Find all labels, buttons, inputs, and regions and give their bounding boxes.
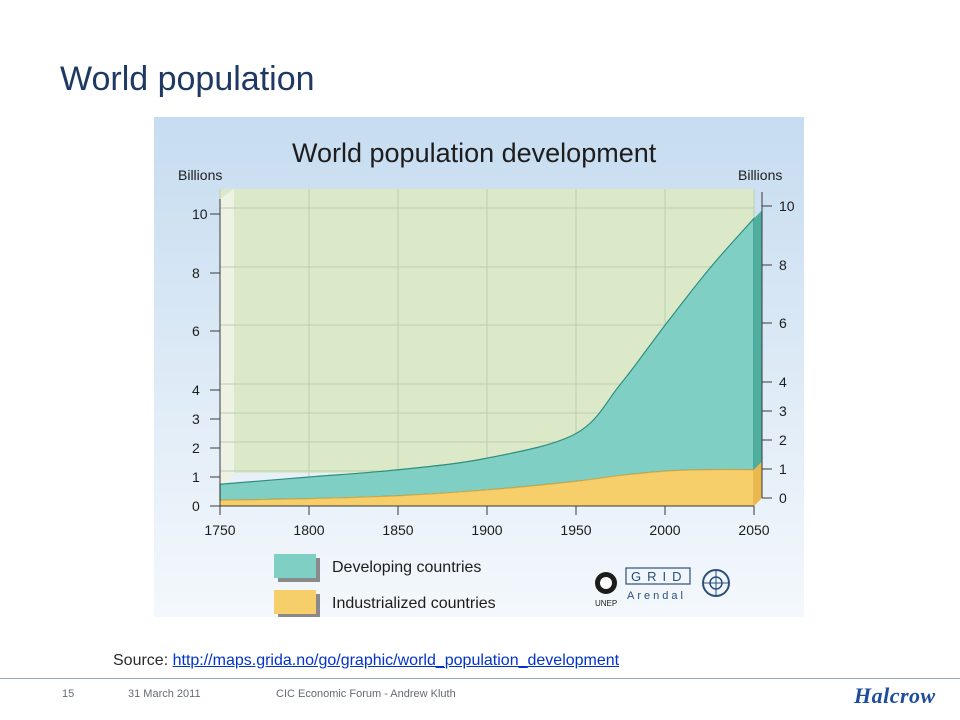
left-tick-label: 10 (192, 206, 208, 222)
left-tick-label: 0 (192, 498, 200, 514)
legend-swatch (274, 554, 316, 578)
population-chart-figure: 0 1 2 3 4 6 8 10 0 1 2 3 4 6 8 10 1750 1800 1850 1900 1950… (154, 117, 804, 617)
x-tick-label: 1900 (471, 522, 502, 538)
page-number: 15 (62, 688, 75, 700)
left-tick-label: 1 (192, 469, 200, 485)
right-tick-label: 4 (779, 374, 787, 390)
grid-label: GRID (631, 569, 688, 584)
industrialized-depth-face (754, 461, 762, 506)
left-tick-label: 8 (192, 265, 200, 281)
x-tick-label: 1750 (204, 522, 235, 538)
x-tick-label: 1850 (382, 522, 413, 538)
source-line: Source: http://maps.grida.no/go/graphic/… (113, 652, 619, 670)
x-axis: 1750 1800 1850 1900 1950 2000 2050 (204, 505, 770, 538)
legend: Developing countries Industrialized count… (274, 554, 496, 617)
developing-depth-face (754, 210, 762, 470)
x-tick-label: 1800 (293, 522, 324, 538)
legend-label: Industrialized countries (332, 595, 496, 612)
left-tick-label: 6 (192, 323, 200, 339)
source-prefix: Source: (113, 652, 173, 669)
halcrow-logo: Halcrow (854, 683, 936, 708)
chart-title: World population development (292, 138, 657, 168)
footer-date: 31 March 2011 (128, 688, 201, 700)
left-axis-unit: Billions (178, 167, 222, 183)
legend-swatch (274, 590, 316, 614)
left-axis: 0 1 2 3 4 6 8 10 (192, 199, 221, 514)
left-tick-label: 2 (192, 440, 200, 456)
plot-side-wall (220, 189, 234, 498)
left-tick-label: 4 (192, 382, 200, 398)
unep-logo: UNEP (595, 572, 617, 608)
arendal-label: Arendal (627, 590, 686, 602)
legend-label: Developing countries (332, 559, 481, 576)
right-depth-face (754, 210, 762, 506)
right-tick-label: 3 (779, 403, 787, 419)
right-tick-label: 2 (779, 432, 787, 448)
x-tick-label: 2050 (738, 522, 769, 538)
un-emblem-icon (702, 569, 730, 597)
right-tick-label: 10 (779, 198, 795, 214)
right-tick-label: 8 (779, 257, 787, 273)
grid-box (625, 567, 691, 585)
right-tick-label: 0 (779, 490, 787, 506)
footer-divider (0, 678, 960, 679)
right-axis: 0 1 2 3 4 6 8 10 (761, 192, 795, 506)
population-chart: 0 1 2 3 4 6 8 10 0 1 2 3 4 6 8 10 1750 1800 1850 1900 1950… (154, 117, 804, 617)
slide-title: World population (60, 60, 315, 98)
x-tick-label: 2000 (649, 522, 680, 538)
x-tick-label: 1950 (560, 522, 591, 538)
right-tick-label: 6 (779, 315, 787, 331)
footer-text: CIC Economic Forum - Andrew Kluth (276, 688, 456, 700)
source-link[interactable]: http://maps.grida.no/go/graphic/world_po… (172, 652, 620, 669)
right-tick-label: 1 (779, 461, 787, 477)
unep-label: UNEP (595, 599, 617, 608)
left-tick-label: 3 (192, 411, 200, 427)
right-axis-unit: Billions (738, 167, 782, 183)
grid-arendal-logo: GRID Arendal (625, 567, 691, 602)
